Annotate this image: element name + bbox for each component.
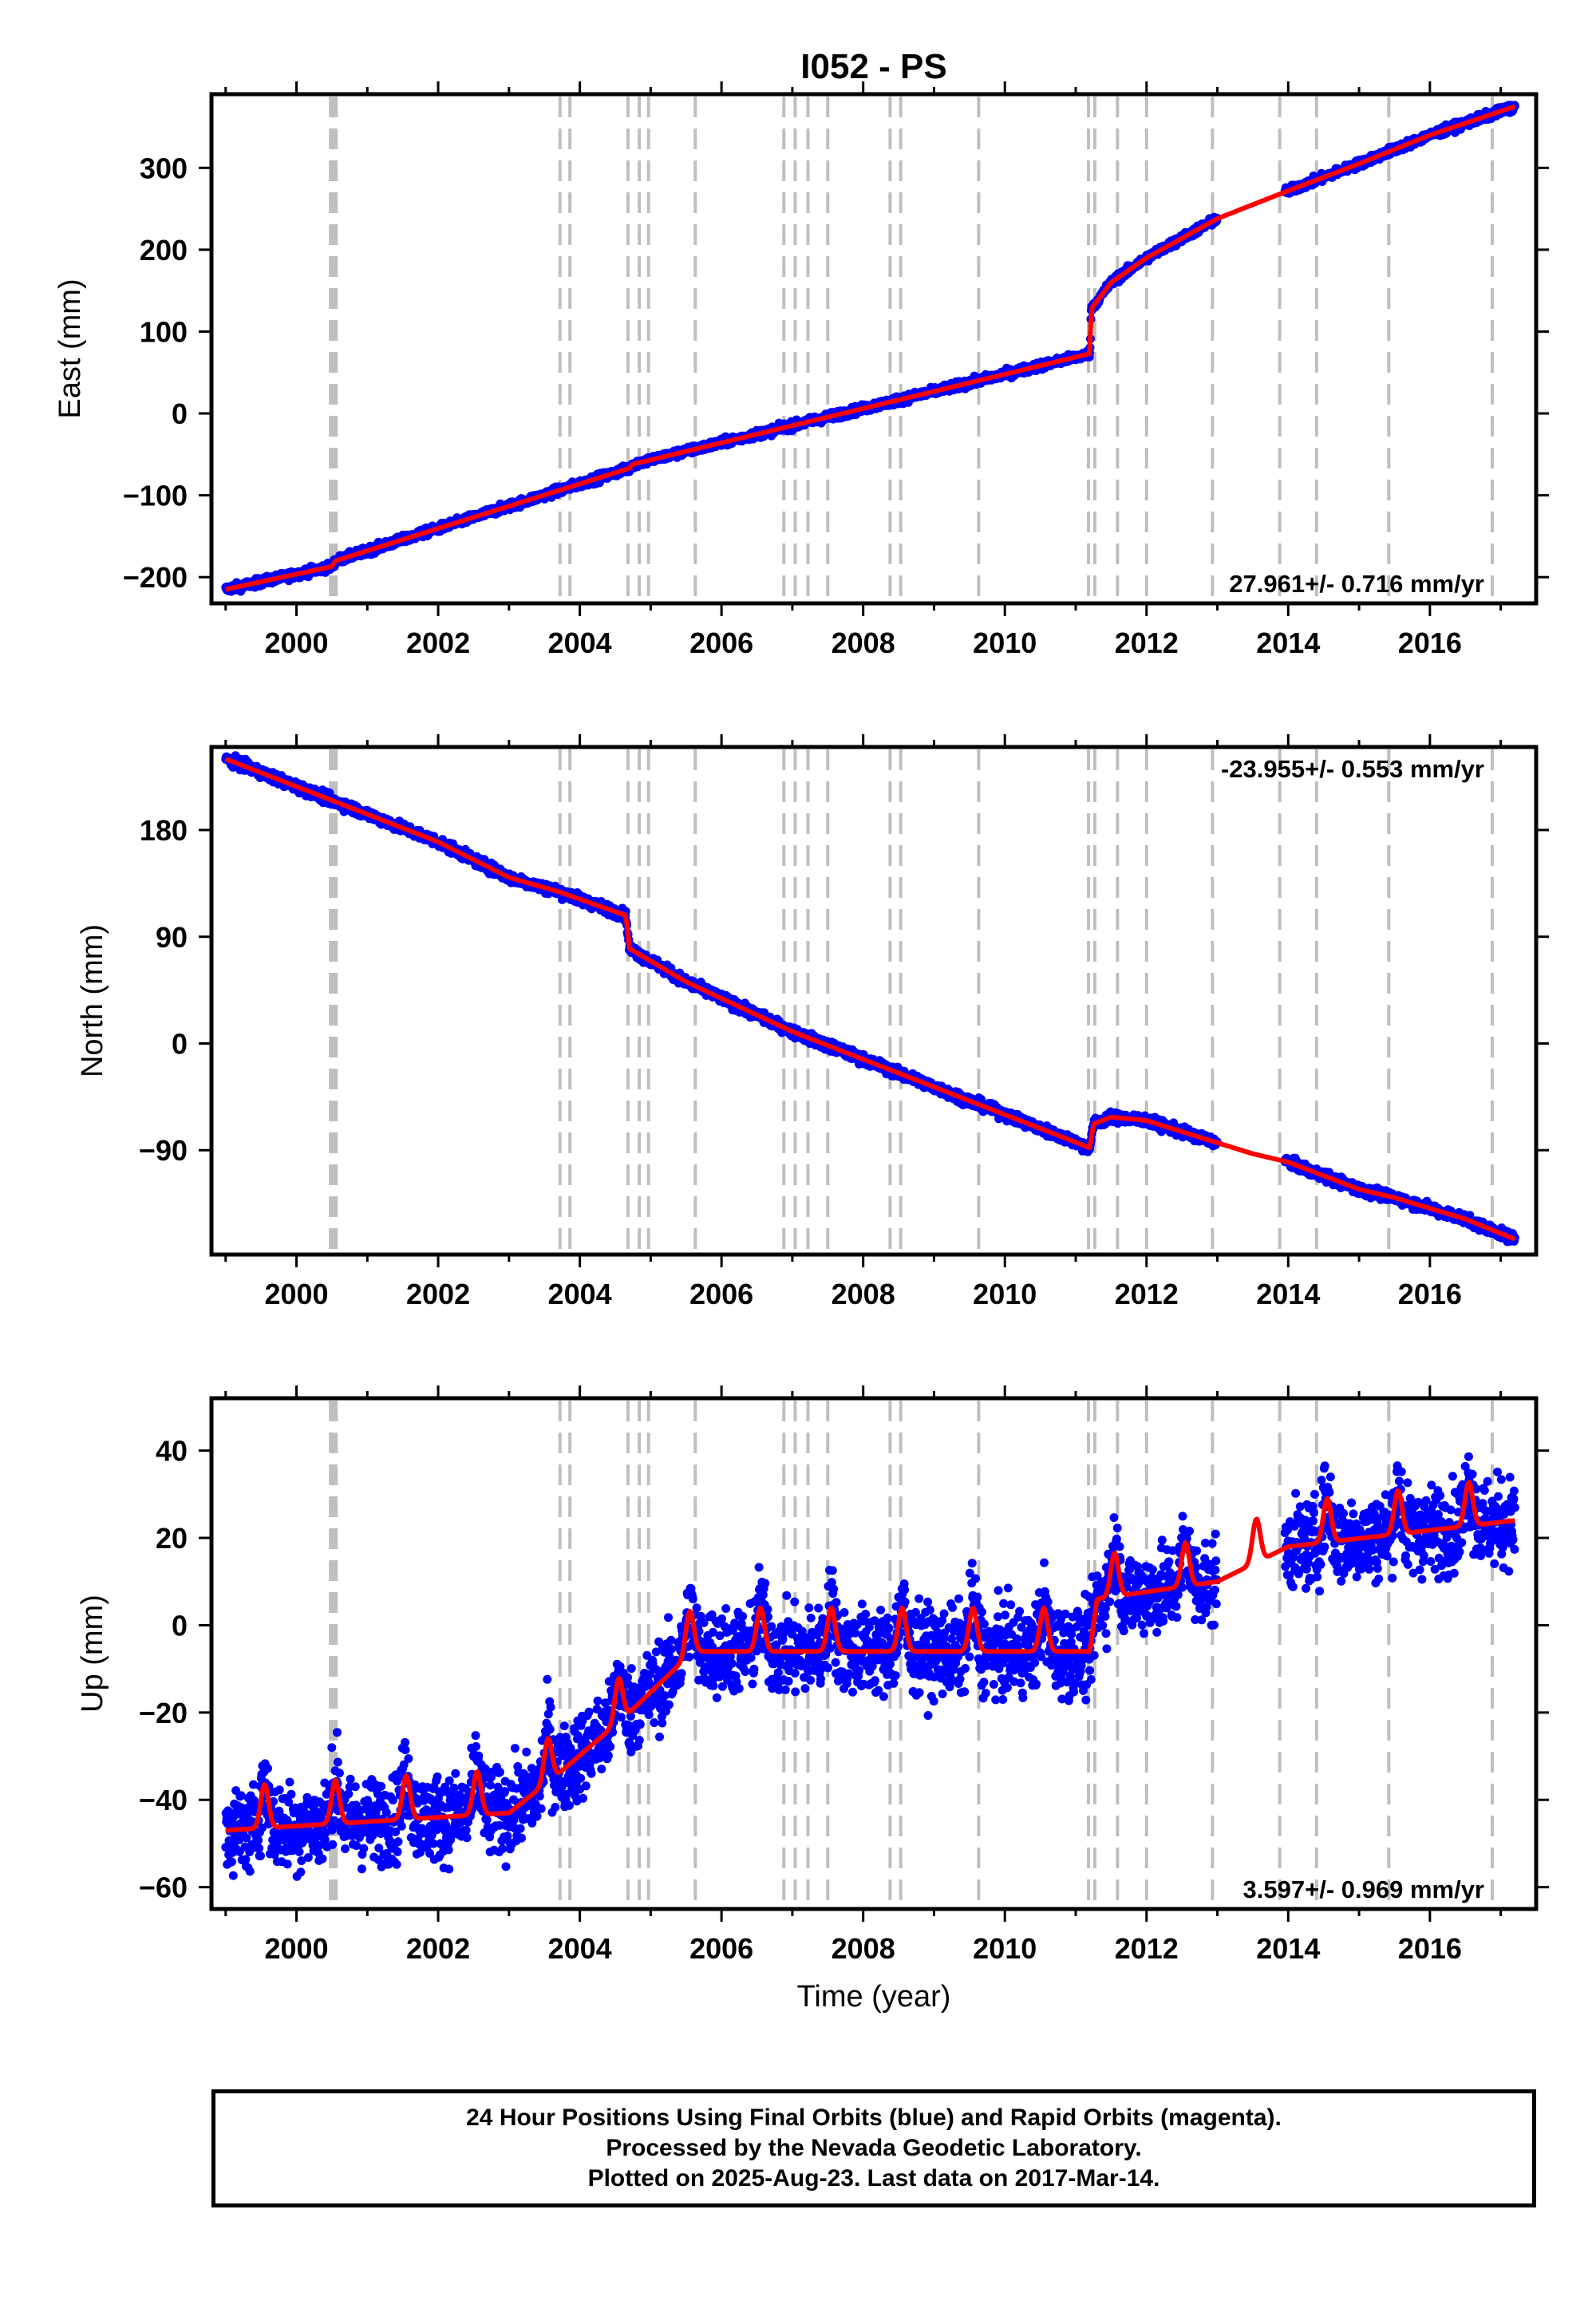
x-tick-label: 2000 bbox=[264, 626, 328, 659]
y-tick-label: −100 bbox=[123, 480, 188, 512]
x-tick-label: 2010 bbox=[973, 626, 1037, 659]
data-points bbox=[221, 751, 1519, 1247]
y-tick-label: 200 bbox=[140, 234, 188, 267]
y-tick-label: 300 bbox=[140, 152, 188, 184]
rate-annotation: 27.961+/- 0.716 mm/yr bbox=[1229, 570, 1484, 598]
x-tick-label: 2006 bbox=[689, 626, 753, 659]
y-tick-label: 100 bbox=[140, 315, 188, 348]
y-axis-label: East (mm) bbox=[53, 279, 87, 418]
plot-frame bbox=[209, 92, 1539, 606]
x-tick-label: 2004 bbox=[548, 626, 612, 659]
x-tick-label: 2012 bbox=[1115, 626, 1179, 659]
chart-title: I052 - PS bbox=[800, 47, 946, 86]
x-tick-label: 2008 bbox=[832, 626, 895, 659]
panel-1: 2000 2002 2004 2006 2008 2010 2012 2014 2016−200… bbox=[53, 81, 1549, 659]
y-tick-label: 0 bbox=[172, 397, 188, 430]
y-tick-label: −200 bbox=[123, 561, 188, 594]
x-tick-label: 2014 bbox=[1256, 626, 1320, 659]
panel-2: 2000 2002 2004 2006 2008 2010 2012 2014 2016−900… bbox=[76, 734, 1549, 1310]
x-tick-label: 2016 bbox=[1398, 626, 1462, 659]
x-tick-label: 2002 bbox=[406, 626, 470, 659]
model-fit-line bbox=[224, 104, 1516, 592]
